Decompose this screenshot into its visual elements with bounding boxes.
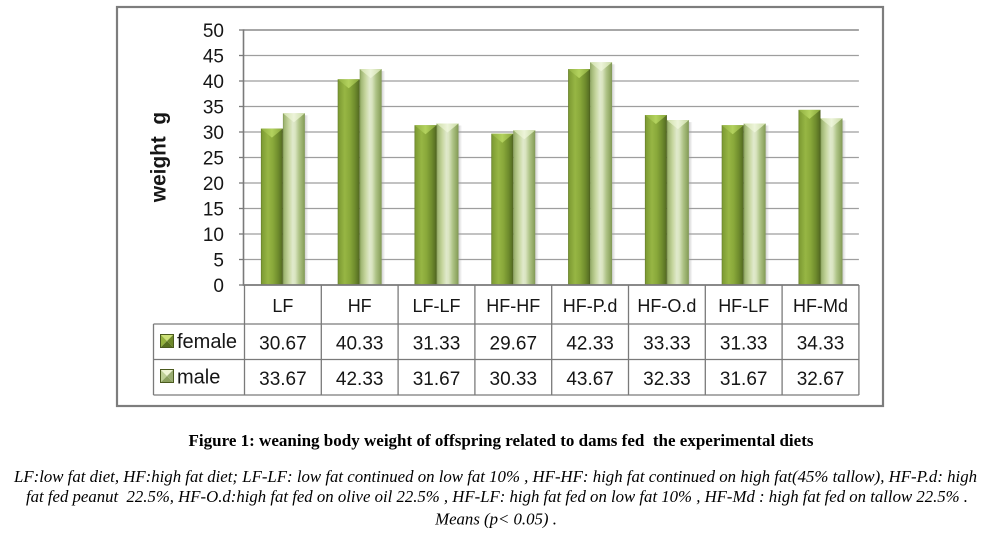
svg-text:30.33: 30.33 xyxy=(490,369,538,390)
svg-text:HF-P.d: HF-P.d xyxy=(563,296,618,316)
svg-text:30.67: 30.67 xyxy=(259,333,307,354)
svg-text:HF-HF: HF-HF xyxy=(486,296,540,316)
svg-text:Figure 1: weaning body weight: Figure 1: weaning body weight of offspri… xyxy=(189,431,814,450)
svg-text:43.67: 43.67 xyxy=(566,369,614,390)
svg-text:31.67: 31.67 xyxy=(413,369,461,390)
svg-text:HF-Md: HF-Md xyxy=(793,296,848,316)
svg-text:HF-O.d: HF-O.d xyxy=(637,296,696,316)
svg-text:31.67: 31.67 xyxy=(720,369,768,390)
svg-text:LF: LF xyxy=(272,296,293,316)
svg-text:31.33: 31.33 xyxy=(720,333,768,354)
svg-text:32.67: 32.67 xyxy=(797,369,845,390)
svg-text:29.67: 29.67 xyxy=(490,333,538,354)
svg-text:LF-LF: LF-LF xyxy=(412,296,460,316)
svg-text:42.33: 42.33 xyxy=(336,369,384,390)
svg-text:10: 10 xyxy=(203,225,224,246)
svg-text:31.33: 31.33 xyxy=(413,333,461,354)
svg-text:35: 35 xyxy=(203,98,224,119)
svg-text:0: 0 xyxy=(213,276,224,297)
svg-text:5: 5 xyxy=(213,251,224,272)
svg-text:female: female xyxy=(177,331,237,353)
svg-text:15: 15 xyxy=(203,200,224,221)
svg-text:40.33: 40.33 xyxy=(336,333,384,354)
svg-text:34.33: 34.33 xyxy=(797,333,845,354)
svg-text:Means (p< 0.05) .: Means (p< 0.05) . xyxy=(434,510,557,529)
svg-text:20: 20 xyxy=(203,174,224,195)
svg-text:32.33: 32.33 xyxy=(643,369,691,390)
svg-text:LF:low fat diet, HF:high fat d: LF:low fat diet, HF:high fat diet; LF-LF… xyxy=(13,467,977,486)
svg-text:50: 50 xyxy=(203,21,224,42)
svg-text:HF-LF: HF-LF xyxy=(718,296,769,316)
svg-text:30: 30 xyxy=(203,123,224,144)
svg-text:weight g: weight g xyxy=(148,112,171,203)
svg-text:45: 45 xyxy=(203,47,224,68)
svg-text:42.33: 42.33 xyxy=(566,333,614,354)
svg-text:40: 40 xyxy=(203,72,224,93)
svg-text:33.67: 33.67 xyxy=(259,369,307,390)
svg-text:33.33: 33.33 xyxy=(643,333,691,354)
svg-text:fat fed peanut 22.5%, HF-O.d:: fat fed peanut 22.5%, HF-O.d:high fat fe… xyxy=(26,487,968,506)
svg-text:male: male xyxy=(177,366,220,388)
svg-text:HF: HF xyxy=(348,296,372,316)
svg-text:25: 25 xyxy=(203,149,224,170)
